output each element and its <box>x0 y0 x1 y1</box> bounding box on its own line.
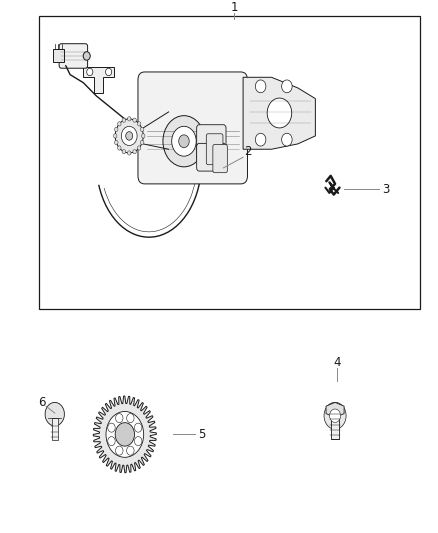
Circle shape <box>113 134 117 138</box>
Bar <box>39 16 420 309</box>
Text: 5: 5 <box>198 428 205 441</box>
FancyBboxPatch shape <box>138 72 247 184</box>
Circle shape <box>141 127 144 132</box>
Circle shape <box>134 423 142 432</box>
Polygon shape <box>243 77 315 149</box>
Text: 3: 3 <box>382 183 389 196</box>
Circle shape <box>117 122 121 126</box>
Circle shape <box>108 437 115 446</box>
Circle shape <box>122 118 126 122</box>
Circle shape <box>106 411 144 457</box>
Circle shape <box>179 135 189 148</box>
Circle shape <box>106 68 112 76</box>
Circle shape <box>126 132 133 140</box>
Circle shape <box>138 122 141 126</box>
FancyBboxPatch shape <box>206 134 223 165</box>
Circle shape <box>172 126 196 156</box>
Polygon shape <box>93 396 156 473</box>
Circle shape <box>255 80 266 93</box>
Circle shape <box>87 68 93 76</box>
FancyBboxPatch shape <box>59 44 88 68</box>
Circle shape <box>134 437 142 446</box>
Circle shape <box>324 402 346 429</box>
Circle shape <box>329 409 341 423</box>
FancyBboxPatch shape <box>197 125 226 163</box>
FancyBboxPatch shape <box>213 144 227 173</box>
Circle shape <box>282 133 292 146</box>
Circle shape <box>133 118 136 122</box>
Circle shape <box>141 134 145 138</box>
Polygon shape <box>83 67 114 93</box>
Circle shape <box>117 146 121 150</box>
FancyBboxPatch shape <box>197 143 226 171</box>
Circle shape <box>121 126 137 146</box>
Circle shape <box>108 423 115 432</box>
Bar <box>53 49 64 62</box>
Circle shape <box>114 127 118 132</box>
Polygon shape <box>326 402 344 417</box>
Circle shape <box>127 414 134 423</box>
Circle shape <box>114 140 118 144</box>
Circle shape <box>122 150 126 154</box>
Circle shape <box>255 133 266 146</box>
Circle shape <box>116 446 123 455</box>
Circle shape <box>141 140 144 144</box>
Text: 4: 4 <box>333 356 341 369</box>
Bar <box>52 418 58 440</box>
Circle shape <box>282 80 292 93</box>
Bar <box>331 404 339 439</box>
Circle shape <box>138 146 141 150</box>
Circle shape <box>163 116 205 167</box>
Text: 1: 1 <box>230 2 238 14</box>
Circle shape <box>83 52 90 60</box>
Text: 2: 2 <box>244 146 251 158</box>
Circle shape <box>127 117 131 121</box>
Text: 6: 6 <box>38 396 46 409</box>
Circle shape <box>116 414 123 423</box>
Circle shape <box>127 446 134 455</box>
Wedge shape <box>45 402 64 426</box>
Circle shape <box>127 151 131 155</box>
Circle shape <box>115 423 134 446</box>
Circle shape <box>133 150 136 154</box>
Circle shape <box>115 119 143 153</box>
Circle shape <box>267 98 292 128</box>
